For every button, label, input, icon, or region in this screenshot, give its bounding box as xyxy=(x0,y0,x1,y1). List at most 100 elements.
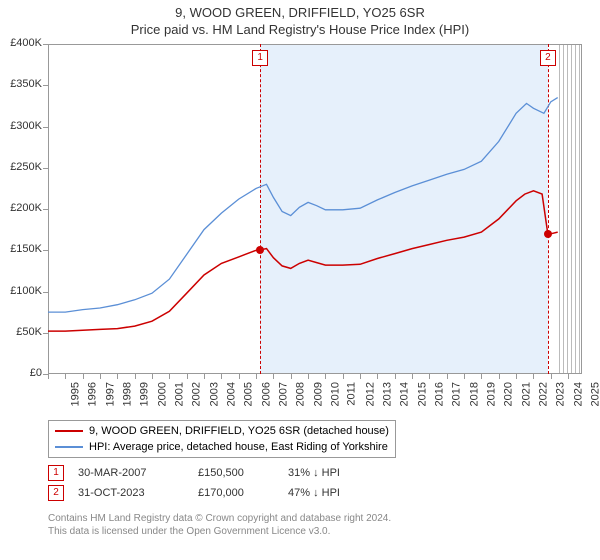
x-tick xyxy=(48,374,49,379)
x-tick xyxy=(256,374,257,379)
x-tick xyxy=(65,374,66,379)
legend-swatch-property xyxy=(55,430,83,432)
x-axis-label: 2014 xyxy=(399,382,411,406)
x-tick xyxy=(499,374,500,379)
sale-date-1: 30-MAR-2007 xyxy=(78,467,198,479)
x-axis-label: 2017 xyxy=(451,382,463,406)
legend: 9, WOOD GREEN, DRIFFIELD, YO25 6SR (deta… xyxy=(48,420,396,458)
y-axis-label: £50K xyxy=(4,326,42,338)
x-tick xyxy=(360,374,361,379)
x-tick xyxy=(429,374,430,379)
footer-line-2: This data is licensed under the Open Gov… xyxy=(48,525,391,538)
y-axis-label: £400K xyxy=(4,37,42,49)
x-axis-label: 1999 xyxy=(139,382,151,406)
x-tick xyxy=(447,374,448,379)
x-tick xyxy=(169,374,170,379)
x-axis-label: 2008 xyxy=(295,382,307,406)
sale-point-dot xyxy=(256,246,264,254)
x-tick xyxy=(412,374,413,379)
x-axis-label: 2002 xyxy=(191,382,203,406)
x-tick xyxy=(221,374,222,379)
x-axis-label: 1995 xyxy=(69,382,81,406)
sale-point-dot xyxy=(544,230,552,238)
plot-area: £0£50K£100K£150K£200K£250K£300K£350K£400… xyxy=(48,44,582,374)
x-tick xyxy=(135,374,136,379)
series-hpi xyxy=(48,98,558,313)
x-tick xyxy=(100,374,101,379)
chart-title: 9, WOOD GREEN, DRIFFIELD, YO25 6SR xyxy=(0,5,600,20)
x-axis-label: 2007 xyxy=(278,382,290,406)
x-axis-label: 2016 xyxy=(434,382,446,406)
series-property xyxy=(48,191,558,331)
series-svg xyxy=(48,44,582,374)
x-axis-label: 2024 xyxy=(572,382,584,406)
sale-date-2: 31-OCT-2023 xyxy=(78,487,198,499)
x-tick xyxy=(533,374,534,379)
y-axis-label: £0 xyxy=(4,367,42,379)
x-tick xyxy=(343,374,344,379)
y-axis-label: £350K xyxy=(4,78,42,90)
chart-container: 9, WOOD GREEN, DRIFFIELD, YO25 6SR Price… xyxy=(0,0,600,560)
x-axis-label: 2005 xyxy=(243,382,255,406)
x-tick xyxy=(291,374,292,379)
x-axis-label: 2012 xyxy=(364,382,376,406)
legend-swatch-hpi xyxy=(55,446,83,448)
legend-label-property: 9, WOOD GREEN, DRIFFIELD, YO25 6SR (deta… xyxy=(89,425,389,437)
title-block: 9, WOOD GREEN, DRIFFIELD, YO25 6SR Price… xyxy=(0,5,600,37)
sales-row: 1 30-MAR-2007 £150,500 31% ↓ HPI xyxy=(48,463,398,483)
sale-delta-2: 47% ↓ HPI xyxy=(288,487,398,499)
legend-row-hpi: HPI: Average price, detached house, East… xyxy=(55,439,389,455)
x-tick xyxy=(204,374,205,379)
y-axis-label: £250K xyxy=(4,161,42,173)
y-axis-label: £200K xyxy=(4,202,42,214)
x-tick xyxy=(273,374,274,379)
x-axis-label: 2015 xyxy=(416,382,428,406)
sale-price-1: £150,500 xyxy=(198,467,288,479)
x-axis-label: 1997 xyxy=(104,382,116,406)
x-axis-label: 2010 xyxy=(330,382,342,406)
y-axis-label: £100K xyxy=(4,285,42,297)
x-tick xyxy=(551,374,552,379)
x-tick xyxy=(117,374,118,379)
chart-subtitle: Price paid vs. HM Land Registry's House … xyxy=(0,22,600,37)
legend-label-hpi: HPI: Average price, detached house, East… xyxy=(89,441,388,453)
x-tick xyxy=(377,374,378,379)
x-axis-label: 2003 xyxy=(208,382,220,406)
x-axis-label: 2021 xyxy=(520,382,532,406)
sale-marker-1: 1 xyxy=(48,465,64,481)
x-tick xyxy=(152,374,153,379)
sale-price-2: £170,000 xyxy=(198,487,288,499)
sales-table: 1 30-MAR-2007 £150,500 31% ↓ HPI 2 31-OC… xyxy=(48,463,398,503)
x-axis-label: 2019 xyxy=(486,382,498,406)
x-axis-label: 2004 xyxy=(226,382,238,406)
x-axis-label: 2023 xyxy=(555,382,567,406)
footer: Contains HM Land Registry data © Crown c… xyxy=(48,512,391,538)
sale-marker-2: 2 xyxy=(48,485,64,501)
x-tick xyxy=(308,374,309,379)
legend-row-property: 9, WOOD GREEN, DRIFFIELD, YO25 6SR (deta… xyxy=(55,423,389,439)
x-axis-label: 2011 xyxy=(346,382,358,406)
x-axis-label: 2020 xyxy=(503,382,515,406)
x-axis-label: 1996 xyxy=(87,382,99,406)
x-axis-label: 1998 xyxy=(121,382,133,406)
x-tick xyxy=(395,374,396,379)
y-axis-label: £150K xyxy=(4,243,42,255)
x-tick xyxy=(516,374,517,379)
x-axis-label: 2009 xyxy=(312,382,324,406)
x-tick xyxy=(464,374,465,379)
y-axis-label: £300K xyxy=(4,120,42,132)
sales-row: 2 31-OCT-2023 £170,000 47% ↓ HPI xyxy=(48,483,398,503)
x-axis-label: 2001 xyxy=(174,382,186,406)
x-tick xyxy=(239,374,240,379)
x-tick xyxy=(481,374,482,379)
x-tick xyxy=(325,374,326,379)
x-tick xyxy=(187,374,188,379)
x-axis-label: 2025 xyxy=(590,382,600,406)
x-tick xyxy=(568,374,569,379)
sale-delta-1: 31% ↓ HPI xyxy=(288,467,398,479)
x-axis-label: 2006 xyxy=(260,382,272,406)
x-axis-label: 2013 xyxy=(382,382,394,406)
footer-line-1: Contains HM Land Registry data © Crown c… xyxy=(48,512,391,525)
x-axis-label: 2000 xyxy=(156,382,168,406)
x-tick xyxy=(83,374,84,379)
